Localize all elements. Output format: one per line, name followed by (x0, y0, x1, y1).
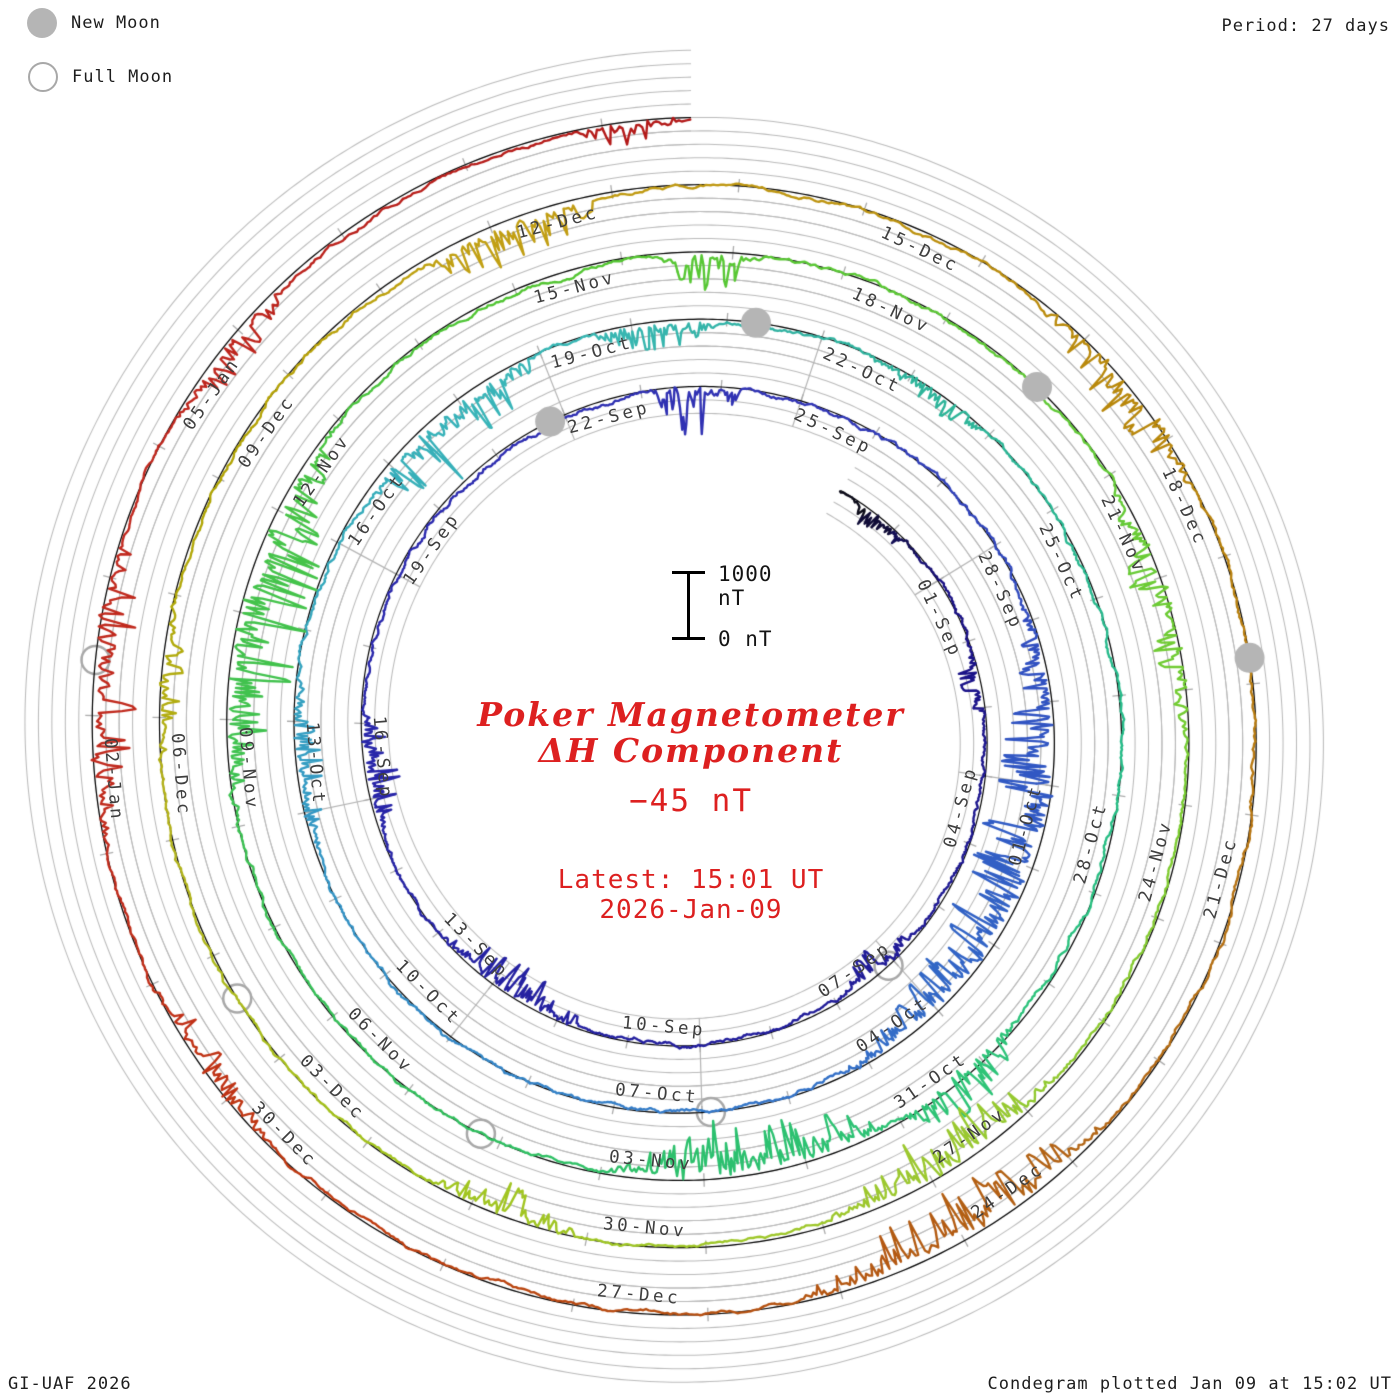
condegram-canvas (0, 0, 1400, 1400)
